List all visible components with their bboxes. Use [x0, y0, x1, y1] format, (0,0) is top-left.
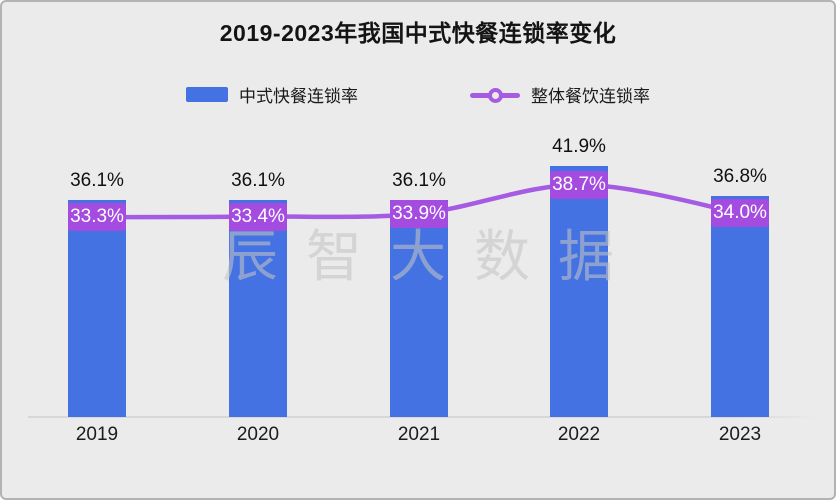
- line-value-label-2019: 33.3%: [68, 203, 126, 232]
- x-axis-label-2022: 2022: [557, 424, 601, 445]
- bar-2022: [550, 165, 608, 417]
- bar-value-label-2019: 36.1%: [70, 170, 124, 192]
- bar-2019: [68, 200, 126, 417]
- bar-2023: [711, 196, 769, 417]
- bar-2020: [229, 200, 287, 417]
- x-axis-line: [28, 416, 816, 418]
- legend-item-line-series: 整体餐饮连锁率: [470, 82, 650, 107]
- line-value-label-2022: 38.7%: [550, 170, 608, 199]
- legend: 中式快餐连锁率 整体餐饮连锁率: [2, 82, 834, 107]
- x-axis-label-2021: 2021: [397, 424, 441, 445]
- line-value-label-2020: 33.4%: [229, 202, 287, 231]
- bar-value-label-2023: 36.8%: [713, 166, 767, 188]
- bar-2021: [390, 200, 448, 417]
- legend-item-bar-series: 中式快餐连锁率: [186, 82, 358, 107]
- bar-value-label-2020: 36.1%: [231, 170, 285, 192]
- line-value-label-2023: 34.0%: [711, 199, 769, 227]
- bar-value-label-2022: 41.9%: [552, 135, 606, 157]
- legend-label-line-series: 整体餐饮连锁率: [531, 87, 650, 106]
- line-value-label-2021: 33.9%: [390, 199, 448, 228]
- x-axis-label-2023: 2023: [718, 424, 762, 445]
- bar-swatch-icon: [186, 87, 228, 102]
- chart-title: 2019-2023年我国中式快餐连锁率变化: [219, 20, 617, 46]
- x-axis-label-2020: 2020: [236, 424, 280, 445]
- bar-value-label-2021: 36.1%: [392, 170, 446, 192]
- x-axis-label-2019: 2019: [75, 424, 119, 445]
- line-marker-icon: [470, 87, 520, 103]
- legend-label-bar-series: 中式快餐连锁率: [239, 87, 358, 106]
